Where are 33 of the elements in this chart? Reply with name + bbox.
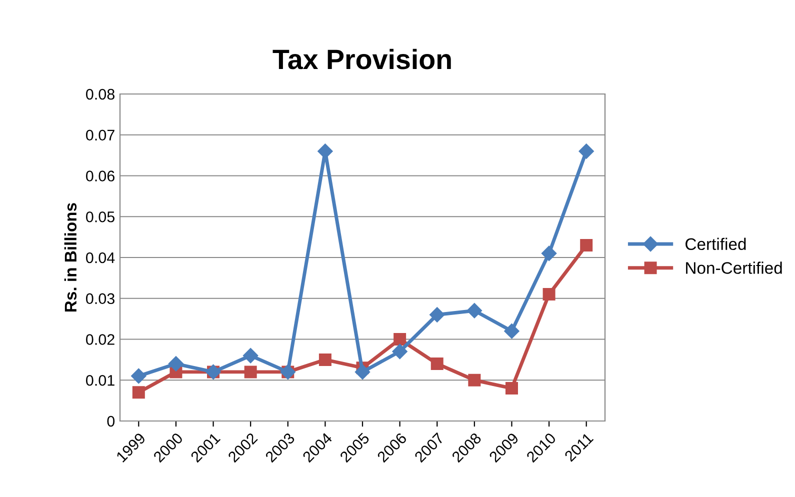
point [430, 358, 444, 370]
point [466, 303, 482, 318]
point [131, 368, 146, 384]
point [430, 307, 445, 322]
y-tick-label: 0.06 [86, 170, 114, 182]
y-tick-label: 0.05 [86, 211, 114, 222]
y-tick-label: 0.02 [86, 334, 114, 345]
point [168, 356, 184, 372]
point [541, 246, 557, 261]
y-tick-label: 0.03 [86, 293, 114, 304]
point [392, 344, 408, 360]
point [542, 288, 556, 301]
point [318, 353, 332, 366]
point [354, 364, 370, 380]
point [578, 144, 594, 159]
y-tick-label: 0.04 [86, 252, 115, 264]
y-tick-label: 0.07 [86, 130, 114, 141]
y-tick-label: 0 [107, 416, 115, 427]
y-axis-title: Rs. in Billions [64, 203, 77, 312]
y-tick-label: 0.08 [86, 88, 114, 100]
legend-label: Non-Certified [686, 262, 782, 274]
y-tick-label: 0.01 [86, 374, 114, 386]
point [244, 366, 257, 378]
point [504, 324, 520, 339]
point [505, 382, 518, 395]
point [243, 348, 258, 364]
point [580, 238, 593, 252]
chart-title: Tax Provision [272, 48, 451, 70]
point [394, 333, 406, 346]
point [132, 386, 145, 399]
point [318, 144, 333, 159]
legend-label: Certified [686, 238, 746, 250]
point [468, 374, 481, 386]
